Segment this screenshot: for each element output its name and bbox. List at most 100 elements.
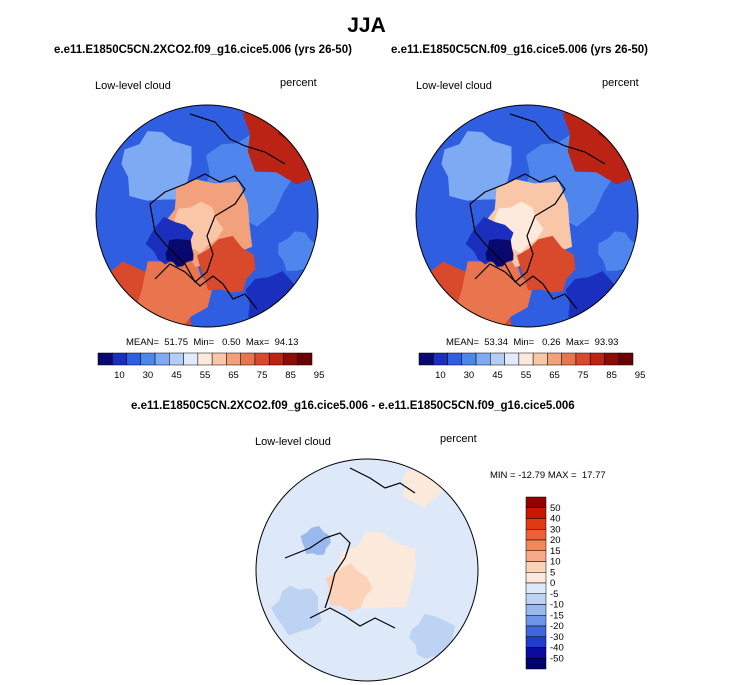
field-patch [242, 105, 318, 185]
colorbar-tick-label: 45 [171, 370, 182, 381]
panel-1-colorbar: 10 30 45 55 65 75 85 95 [97, 352, 324, 381]
colorbar-swatch [532, 352, 548, 366]
colorbar-swatch [525, 582, 547, 594]
colorbar-tick-label: 5 [550, 567, 555, 578]
colorbar-swatch [211, 352, 227, 366]
colorbar-swatch [183, 352, 199, 366]
colorbar-swatch [169, 352, 184, 366]
colorbar-swatch [112, 352, 127, 366]
panel-2-stats: MEAN= 53.34 Min= 0.26 Max= 93.93 [446, 337, 619, 348]
field-patch [485, 239, 514, 267]
colorbar-swatch [525, 550, 547, 562]
colorbar-tick-label: 30 [550, 524, 561, 535]
colorbar-swatch [433, 352, 448, 366]
colorbar-swatch [525, 529, 547, 541]
colorbar-swatch [447, 352, 463, 366]
coastline [189, 113, 286, 165]
colorbar-tick-label: 10 [114, 370, 125, 381]
colorbar-swatch [126, 352, 142, 366]
field-patch [121, 131, 192, 201]
colorbar-tick-label: -10 [550, 600, 564, 611]
colorbar-swatch [240, 352, 256, 366]
colorbar-tick-label: 40 [550, 514, 561, 525]
colorbar-tick-label: -40 [550, 643, 564, 654]
colorbar-tick-label: 75 [578, 370, 589, 381]
colorbar-swatch [525, 561, 547, 573]
colorbar-swatch [525, 496, 547, 508]
colorbar-swatch [268, 352, 284, 366]
coastline [284, 532, 351, 609]
coastline [474, 263, 578, 310]
field-patch [441, 131, 512, 201]
colorbar-tick-label: -15 [550, 610, 564, 621]
colorbar-swatch [504, 352, 520, 366]
field-patch [165, 239, 194, 267]
map-boundary [255, 458, 479, 682]
map-field [96, 105, 318, 327]
coastline [154, 263, 258, 310]
colorbar-tick-label: 85 [285, 370, 296, 381]
coastline [469, 173, 566, 283]
diff-units-label: percent [440, 433, 477, 445]
colorbar-swatch [518, 352, 534, 366]
colorbar-swatch [525, 593, 547, 605]
map-boundary [95, 104, 319, 328]
colorbar-tick-label: 85 [606, 370, 617, 381]
diff-polar-map [255, 458, 479, 682]
colorbar-tick-label: -50 [550, 653, 564, 664]
field-patch [562, 105, 638, 185]
colorbar-tick-label: -30 [550, 632, 564, 643]
colorbar-swatch [525, 658, 547, 670]
panel-1-stats: MEAN= 51.75 Min= 0.50 Max= 94.13 [126, 337, 299, 348]
page-title: JJA [347, 14, 386, 37]
panel-2-polar-map [415, 104, 639, 328]
colorbar-swatch [525, 647, 547, 659]
coastline [309, 607, 396, 629]
colorbar-tick-label: 30 [143, 370, 154, 381]
colorbar-swatch [575, 352, 591, 366]
diff-case-title: e.e11.E1850C5CN.2XCO2.f09_g16.cice5.006 … [131, 400, 575, 412]
colorbar-swatch [283, 352, 298, 366]
diff-variable-label: Low-level cloud [255, 436, 331, 448]
colorbar-swatch [475, 352, 491, 366]
colorbar-swatch [525, 518, 547, 530]
coastline [509, 113, 606, 165]
colorbar-tick-label: 65 [228, 370, 239, 381]
colorbar-tick-label: 55 [521, 370, 532, 381]
panel-1-case-title: e.e11.E1850C5CN.2XCO2.f09_g16.cice5.006 … [54, 44, 352, 56]
colorbar-swatch [525, 507, 547, 519]
panel-2-colorbar: 10 30 45 55 65 75 85 95 [418, 352, 645, 381]
colorbar-swatch [618, 352, 634, 366]
colorbar-tick-label: 10 [550, 557, 561, 568]
colorbar-swatch [604, 352, 619, 366]
field-patch [457, 255, 533, 327]
colorbar-swatch [461, 352, 477, 366]
panel-2-variable-label: Low-level cloud [416, 80, 492, 92]
colorbar-swatch [226, 352, 241, 366]
colorbar-swatch [547, 352, 562, 366]
field-patch [325, 563, 373, 612]
map-field [416, 105, 638, 327]
colorbar-tick-label: 55 [200, 370, 211, 381]
field-patch [409, 613, 456, 659]
colorbar-swatch [561, 352, 577, 366]
map-field [256, 459, 478, 681]
field-patch [271, 585, 322, 636]
colorbar-tick-label: 65 [549, 370, 560, 381]
panel-1-units-label: percent [280, 77, 317, 89]
colorbar-tick-label: 10 [435, 370, 446, 381]
coastline [349, 467, 416, 494]
colorbar-swatch [418, 352, 434, 366]
colorbar-swatch [525, 615, 547, 627]
panel-2-case-title: e.e11.E1850C5CN.f09_g16.cice5.006 (yrs 2… [391, 44, 649, 56]
colorbar-tick-label: 75 [257, 370, 268, 381]
colorbar-tick-label: -20 [550, 621, 564, 632]
colorbar-tick-label: 95 [635, 370, 646, 381]
coastline [149, 173, 246, 283]
colorbar-swatch [525, 625, 547, 637]
colorbar-tick-label: -5 [550, 589, 558, 600]
colorbar-swatch [525, 572, 547, 584]
colorbar-tick-label: 0 [550, 578, 555, 589]
panel-1-variable-label: Low-level cloud [95, 80, 171, 92]
